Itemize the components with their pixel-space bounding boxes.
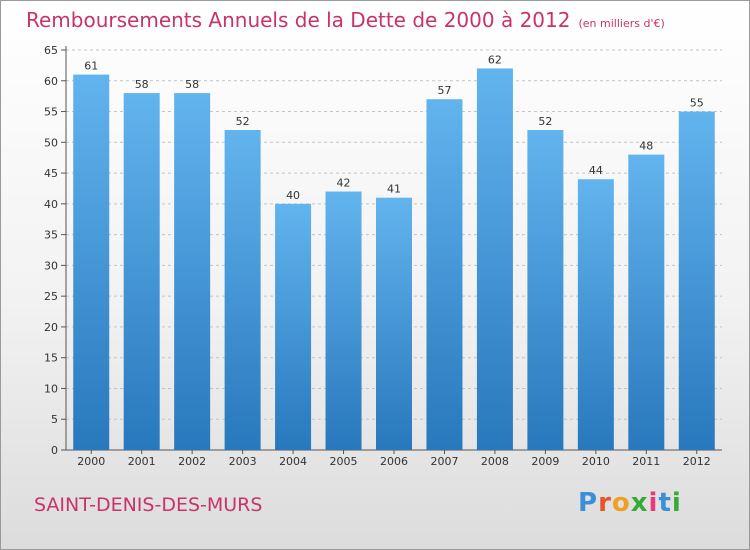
y-tick-label: 5 [51,413,58,426]
logo-letter: i [648,488,659,518]
commune-name: SAINT-DENIS-DES-MURS [34,494,263,516]
logo-letter: o [611,488,631,518]
x-tick-label: 2004 [279,455,307,468]
y-tick-label: 55 [44,106,58,119]
bar [174,93,211,451]
bar [275,203,312,450]
bar [73,74,110,450]
data-label: 58 [135,78,149,91]
y-tick-label: 10 [44,382,58,395]
x-tick-label: 2002 [178,455,206,468]
data-label: 62 [488,53,502,66]
y-tick-label: 40 [44,198,58,211]
y-tick-label: 20 [44,321,58,334]
x-tick-label: 2007 [430,455,458,468]
y-tick-label: 0 [51,444,58,457]
x-tick-label: 2006 [380,455,408,468]
bar [426,99,463,450]
chart-title: Remboursements Annuels de la Dette de 20… [26,8,665,32]
data-label: 41 [387,183,401,196]
y-tick-label: 50 [44,136,58,149]
data-label: 42 [337,177,351,190]
y-tick-labels: 0 5 10 15 20 25 30 35 40 45 50 55 60 65 [44,44,58,457]
data-label: 58 [185,78,199,91]
data-label: 44 [589,164,603,177]
y-tick-label: 25 [44,290,58,303]
x-tick-label: 2009 [531,455,559,468]
y-tick-label: 60 [44,75,58,88]
logo-letter: P [578,488,599,518]
data-label: 61 [84,60,98,73]
bar [123,93,160,451]
x-tick-label: 2001 [128,455,156,468]
data-label: 48 [639,140,653,153]
x-tick-label: 2010 [582,455,610,468]
y-tick-label: 15 [44,352,58,365]
x-tick-label: 2008 [481,455,509,468]
bar [376,197,412,450]
y-tick-label: 65 [44,44,58,57]
y-tick-label: 30 [44,259,58,272]
bar [678,111,715,451]
logo-letter: r [598,488,612,518]
x-tick-label: 2003 [229,455,257,468]
data-labels: 61 58 58 52 40 42 41 57 62 52 44 48 55 [84,53,704,201]
y-tick-label: 45 [44,167,58,180]
data-label: 57 [437,84,451,97]
x-tick-label: 2000 [77,455,105,468]
bar [325,191,362,451]
x-tick-labels: 2000 2001 2002 2003 2004 2005 2006 2007 2008 2009… [77,450,711,468]
data-label: 52 [236,115,250,128]
proxiti-logo: Proxiti [578,488,682,518]
data-label: 55 [690,97,704,110]
logo-letter: x [630,488,649,518]
bar [577,179,614,450]
y-tick-label: 35 [44,229,58,242]
bar [224,130,261,450]
bars [73,68,715,451]
x-tick-label: 2005 [330,455,358,468]
data-label: 40 [286,189,300,202]
bar [628,154,665,450]
x-tick-label: 2012 [683,455,711,468]
chart-title-text: Remboursements Annuels de la Dette de 20… [26,8,571,32]
logo-letter: t [658,488,672,518]
data-label: 52 [538,115,552,128]
bar [476,68,513,450]
bar [527,130,564,450]
logo-letter: i [671,488,682,518]
chart-unit: (en milliers d'€) [578,17,665,30]
x-tick-label: 2011 [632,455,660,468]
